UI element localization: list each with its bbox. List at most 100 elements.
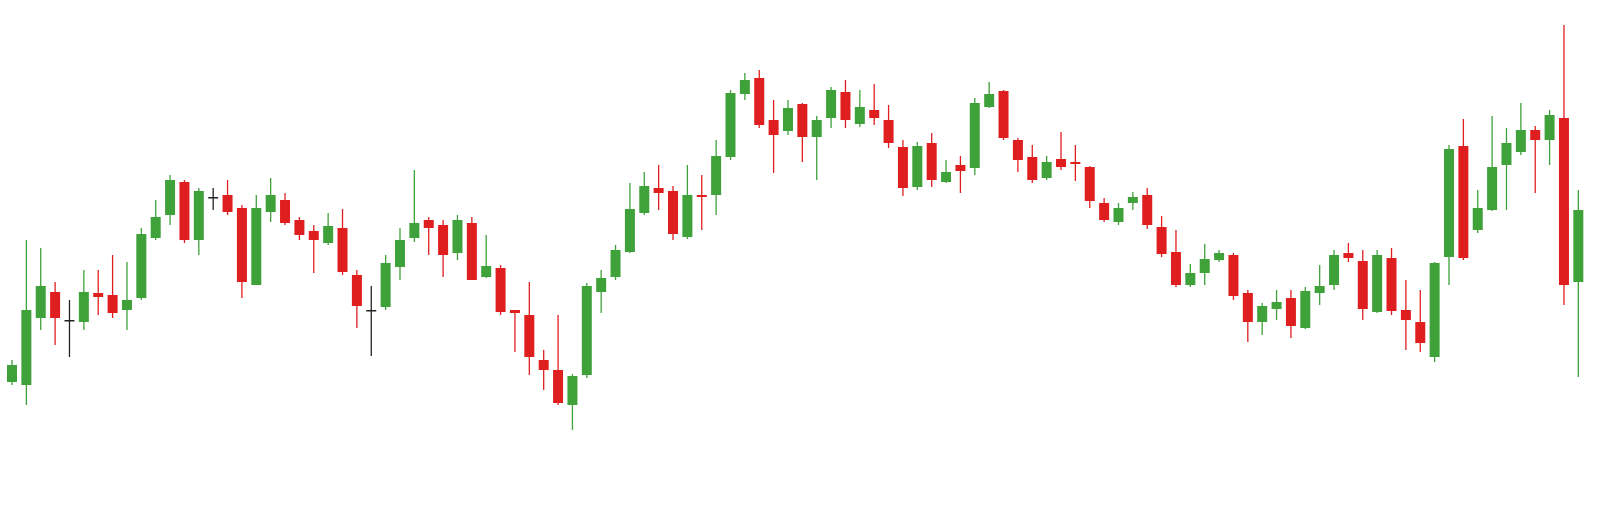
candle-body bbox=[495, 268, 506, 312]
candle-body bbox=[452, 220, 463, 253]
candle-body bbox=[610, 250, 621, 277]
candle-body bbox=[725, 93, 736, 157]
candle-body bbox=[35, 286, 46, 318]
candle-body bbox=[509, 310, 520, 313]
candle-body bbox=[998, 91, 1009, 138]
candle-body bbox=[380, 263, 391, 307]
candle-body bbox=[926, 143, 937, 180]
candle-body bbox=[1487, 167, 1498, 210]
candle-body bbox=[1257, 306, 1268, 322]
candle-body bbox=[596, 278, 607, 292]
candle-body bbox=[711, 156, 722, 195]
candle-body bbox=[1515, 130, 1526, 152]
candle-body bbox=[265, 195, 276, 212]
candle-body bbox=[797, 104, 808, 137]
candle-body bbox=[955, 165, 966, 171]
candle-body bbox=[121, 300, 132, 310]
candle-body bbox=[1400, 310, 1411, 320]
candle-body bbox=[668, 191, 679, 234]
candle-body bbox=[366, 310, 377, 312]
candle-body bbox=[1214, 253, 1225, 260]
candle-body bbox=[208, 197, 219, 199]
candle-body bbox=[984, 94, 995, 107]
candle-body bbox=[1415, 322, 1426, 343]
candle-body bbox=[1444, 149, 1454, 257]
candle-body bbox=[236, 208, 247, 282]
candle-body bbox=[165, 180, 176, 215]
candle-body bbox=[222, 195, 233, 212]
candle-body bbox=[150, 217, 161, 238]
candle-body bbox=[553, 370, 564, 403]
candle-body bbox=[1573, 210, 1584, 282]
candle-body bbox=[323, 226, 334, 243]
candle-body bbox=[1530, 130, 1541, 140]
candle-body bbox=[1472, 208, 1483, 230]
candle-body bbox=[1285, 298, 1296, 326]
candle-body bbox=[941, 172, 952, 182]
candle-body bbox=[768, 120, 779, 135]
candle-body bbox=[869, 110, 880, 118]
candle-body bbox=[438, 225, 449, 255]
candle-body bbox=[1199, 259, 1210, 273]
candle-body bbox=[50, 292, 61, 318]
candle-body bbox=[1501, 143, 1512, 165]
candle-body bbox=[639, 186, 650, 213]
candle-body bbox=[1458, 146, 1469, 258]
candle-body bbox=[1170, 252, 1181, 285]
candle-body bbox=[466, 223, 477, 280]
candle-body bbox=[78, 292, 89, 322]
candle-body bbox=[1156, 227, 1167, 254]
candle-body bbox=[179, 182, 190, 240]
candle-body bbox=[840, 92, 851, 120]
candle-body bbox=[251, 208, 262, 285]
candle-body bbox=[1329, 255, 1340, 285]
candle-body bbox=[567, 376, 578, 405]
candle-body bbox=[1271, 302, 1282, 309]
candle-body bbox=[581, 286, 592, 375]
candle-body bbox=[782, 108, 793, 131]
candle-body bbox=[1142, 195, 1153, 225]
candle-body bbox=[912, 146, 923, 187]
candle-body bbox=[93, 293, 104, 297]
candle-body bbox=[1070, 162, 1081, 164]
candle-body bbox=[136, 234, 147, 298]
candle-body bbox=[308, 231, 319, 240]
candle-body bbox=[394, 240, 405, 267]
candle-body bbox=[969, 103, 980, 168]
candle-body bbox=[337, 228, 348, 272]
candle-body bbox=[826, 90, 837, 118]
candle-body bbox=[1012, 140, 1023, 160]
candle-body bbox=[1343, 253, 1354, 258]
candle-body bbox=[1041, 162, 1052, 178]
candle-body bbox=[409, 223, 420, 238]
candle-body bbox=[1228, 255, 1239, 296]
candle-body bbox=[1300, 291, 1311, 328]
candle-body bbox=[1084, 167, 1095, 201]
candle-body bbox=[351, 275, 362, 306]
candle-body bbox=[1314, 286, 1325, 293]
candle-body bbox=[193, 191, 204, 240]
candle-body bbox=[696, 195, 707, 197]
candle-body bbox=[107, 295, 118, 313]
candle-body bbox=[682, 195, 693, 237]
candle-body bbox=[1386, 258, 1397, 311]
candle-body bbox=[1429, 263, 1440, 357]
candle-body bbox=[1099, 203, 1110, 220]
candle-body bbox=[1027, 157, 1038, 180]
candle-body bbox=[739, 80, 750, 94]
candle-body bbox=[653, 188, 664, 193]
candle-body bbox=[7, 365, 17, 382]
candle-body bbox=[1242, 293, 1253, 322]
candle-body bbox=[624, 209, 635, 252]
candle-body bbox=[1357, 261, 1368, 309]
candle-body bbox=[481, 266, 492, 277]
candle-body bbox=[1185, 273, 1196, 285]
candle-body bbox=[21, 310, 32, 385]
candle-body bbox=[524, 315, 535, 357]
candle-body bbox=[883, 120, 894, 143]
candle-body bbox=[1544, 115, 1555, 140]
candle-body bbox=[280, 200, 291, 223]
